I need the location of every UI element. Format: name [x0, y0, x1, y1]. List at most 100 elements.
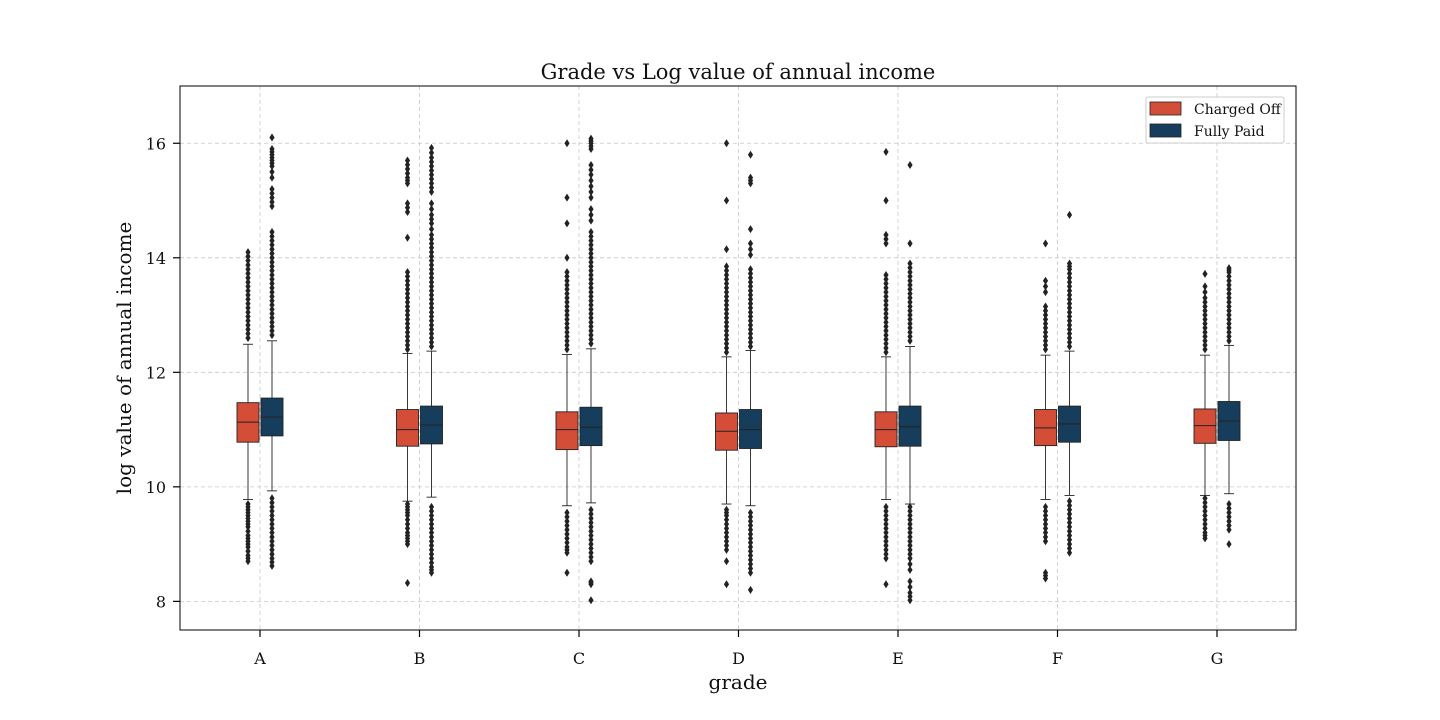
- outlier-point-high: [245, 299, 251, 308]
- outlier-point-high: [1042, 276, 1049, 285]
- outlier-point-low: [588, 548, 594, 557]
- x-tick-label: C: [573, 649, 585, 668]
- box-iqr: [898, 405, 922, 447]
- outlier-point-high: [245, 260, 251, 269]
- outlier-point-high: [588, 205, 594, 214]
- outlier-point-high: [883, 322, 889, 331]
- outlier-point-low: [1066, 531, 1073, 540]
- outlier-point-low: [428, 511, 435, 520]
- outlier-point-high: [1226, 293, 1232, 302]
- outlier-point-high: [404, 328, 411, 337]
- outlier-point-high: [269, 133, 275, 142]
- outlier-point-high: [428, 225, 435, 234]
- outlier-point-high: [588, 335, 594, 344]
- outlier-point-high: [1042, 336, 1049, 345]
- outlier-point-low: [1202, 494, 1208, 503]
- box-layer: [236, 133, 1241, 605]
- outlier-point-high: [245, 321, 251, 330]
- outlier-point-high: [564, 272, 570, 281]
- outlier-point-high: [723, 301, 730, 310]
- outlier-point-high: [564, 345, 570, 354]
- outlier-point-high: [428, 235, 435, 244]
- outlier-point-high: [747, 150, 754, 159]
- outlier-point-high: [428, 199, 435, 208]
- outlier-point-high: [1042, 345, 1049, 354]
- outlier-point-high: [564, 289, 570, 298]
- outlier-point-high: [588, 331, 594, 340]
- box-iqr: [555, 411, 579, 451]
- outlier-point-low: [747, 525, 754, 534]
- outlier-point-high: [428, 269, 435, 278]
- outlier-point-low: [883, 511, 889, 520]
- outlier-point-high: [1202, 341, 1208, 350]
- outlier-point-low: [269, 494, 275, 503]
- outlier-point-high: [404, 156, 411, 165]
- outlier-point-high: [1042, 306, 1049, 315]
- outlier-point-high: [883, 318, 889, 327]
- outlier-point-low: [747, 538, 754, 547]
- outlier-point-high: [1066, 312, 1073, 321]
- outlier-point-high: [269, 322, 275, 331]
- outlier-point-low: [428, 528, 435, 537]
- outlier-point-high: [1202, 302, 1208, 311]
- outlier-point-high: [1202, 306, 1208, 315]
- outlier-point-high: [1202, 328, 1208, 337]
- outlier-point-high: [428, 162, 435, 171]
- outlier-point-high: [245, 312, 251, 321]
- outlier-point-high: [907, 302, 913, 311]
- outlier-point-high: [564, 311, 570, 320]
- outlier-point-high: [723, 309, 730, 318]
- outlier-point-low: [747, 542, 754, 551]
- outlier-point-low: [1042, 502, 1049, 511]
- outlier-point-high: [1066, 333, 1073, 342]
- outlier-point-low: [428, 545, 435, 554]
- outlier-point-low: [883, 537, 889, 546]
- outlier-point-low: [747, 517, 754, 526]
- outlier-point-low: [907, 537, 913, 546]
- outlier-point-high: [907, 276, 913, 285]
- outlier-point-high: [428, 215, 435, 224]
- outlier-point-low: [883, 541, 889, 550]
- outlier-point-low: [747, 530, 754, 539]
- box-fully-paid-E: [898, 161, 922, 605]
- box-fully-paid-B: [420, 143, 443, 577]
- outlier-point-high: [564, 276, 570, 285]
- outlier-point-high: [404, 169, 411, 178]
- outlier-point-high: [404, 315, 411, 324]
- outlier-point-low: [723, 532, 730, 541]
- outlier-point-high: [1202, 332, 1208, 341]
- outlier-point-high: [588, 249, 594, 258]
- outlier-point-low: [747, 564, 754, 573]
- outlier-point-high: [1226, 272, 1232, 281]
- outlier-point-high: [245, 325, 251, 334]
- outlier-point-high: [588, 275, 594, 284]
- outlier-point-low: [564, 512, 570, 521]
- outlier-point-high: [1066, 308, 1073, 317]
- outlier-point-high: [907, 161, 913, 170]
- box-charged-off-G: [1193, 269, 1217, 543]
- outlier-point-low: [1202, 520, 1208, 529]
- outlier-point-high: [1066, 316, 1073, 325]
- outlier-point-high: [269, 309, 275, 318]
- outlier-point-high: [269, 279, 275, 288]
- outlier-point-high: [428, 230, 435, 239]
- outlier-point-low: [1066, 501, 1073, 510]
- outlier-point-high: [404, 199, 411, 208]
- outlier-point-low: [404, 524, 411, 533]
- outlier-point-high: [404, 302, 411, 311]
- outlier-point-high: [564, 302, 570, 311]
- outlier-point-high: [1202, 311, 1208, 320]
- outlier-point-low: [428, 541, 435, 550]
- outlier-point-low: [404, 515, 411, 524]
- outlier-point-high: [883, 296, 889, 305]
- outlier-point-high: [723, 288, 730, 297]
- outlier-point-high: [883, 292, 889, 301]
- outlier-point-high: [883, 235, 889, 244]
- outlier-point-high: [428, 282, 435, 291]
- outlier-point-high: [269, 236, 275, 245]
- outlier-point-high: [1066, 278, 1073, 287]
- outlier-point-low: [588, 596, 594, 605]
- outlier-point-low: [428, 537, 435, 546]
- outlier-point-high: [883, 239, 889, 248]
- outlier-point-low: [1066, 540, 1073, 549]
